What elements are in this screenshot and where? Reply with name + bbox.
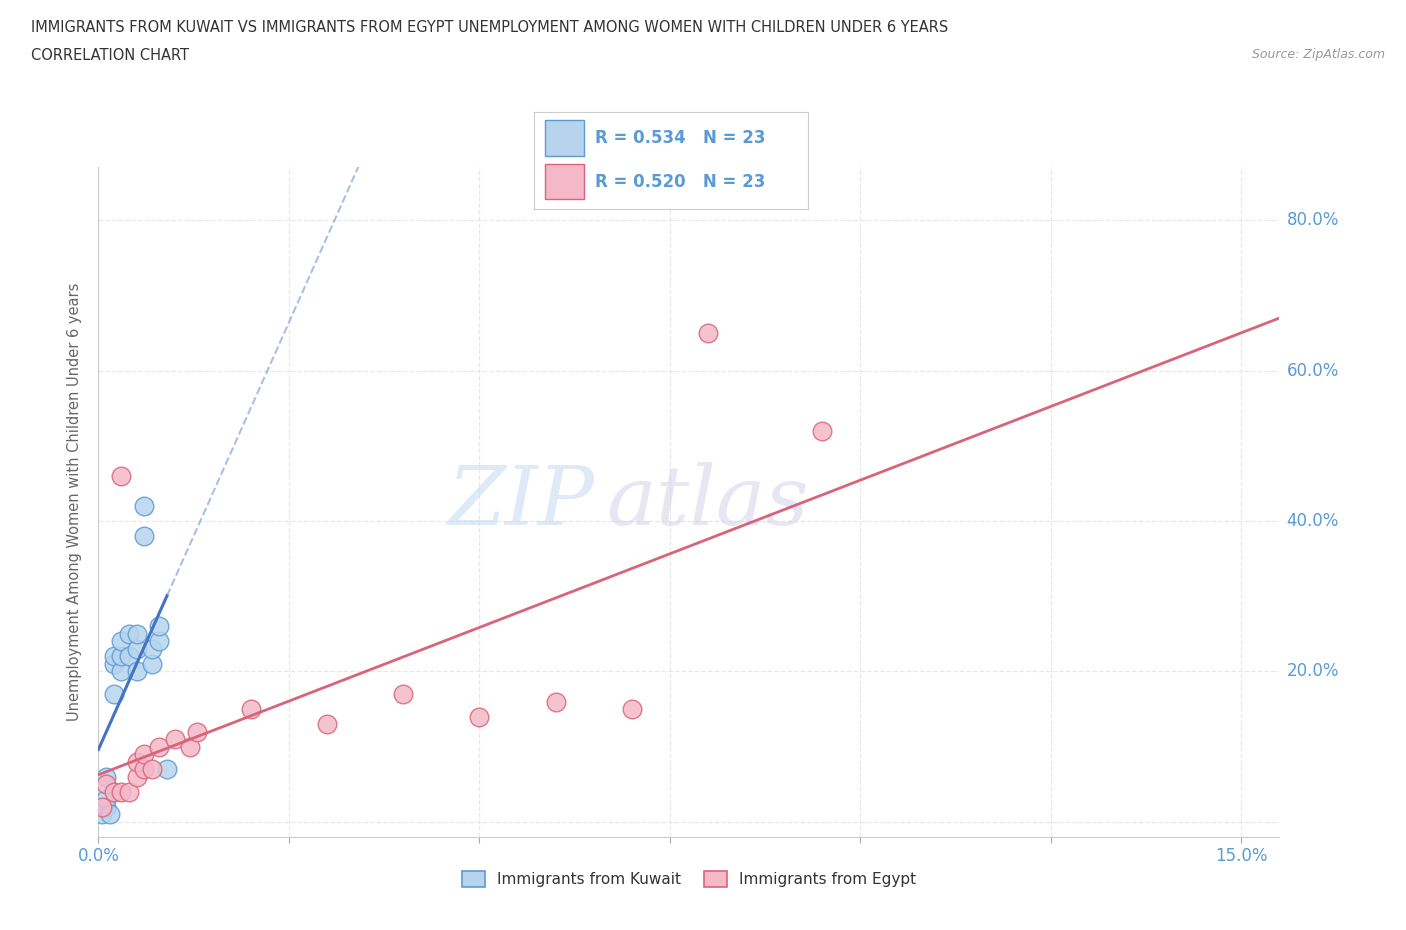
Point — [392, 686, 415, 701]
Point — [91, 800, 114, 815]
Point — [697, 326, 720, 340]
Point — [94, 800, 117, 815]
Text: R = 0.534   N = 23: R = 0.534 N = 23 — [595, 129, 765, 147]
FancyBboxPatch shape — [546, 120, 583, 155]
Point — [103, 649, 125, 664]
Point — [141, 657, 163, 671]
Point — [544, 694, 567, 709]
Point — [103, 686, 125, 701]
Point — [110, 469, 132, 484]
Text: ZIP: ZIP — [447, 462, 595, 542]
Point — [468, 710, 491, 724]
Point — [134, 747, 156, 762]
Text: R = 0.520   N = 23: R = 0.520 N = 23 — [595, 173, 765, 191]
Point — [148, 618, 170, 633]
Text: 60.0%: 60.0% — [1286, 362, 1339, 379]
Point — [118, 784, 141, 799]
Point — [110, 634, 132, 649]
Point — [134, 528, 156, 543]
Point — [94, 777, 117, 791]
Point — [141, 642, 163, 657]
Point — [118, 627, 141, 642]
Text: IMMIGRANTS FROM KUWAIT VS IMMIGRANTS FROM EGYPT UNEMPLOYMENT AMONG WOMEN WITH CH: IMMIGRANTS FROM KUWAIT VS IMMIGRANTS FRO… — [31, 20, 948, 35]
Point — [103, 657, 125, 671]
Point — [125, 627, 148, 642]
Point — [125, 754, 148, 769]
Point — [94, 792, 117, 807]
Text: 20.0%: 20.0% — [1286, 662, 1339, 681]
Text: atlas: atlas — [606, 462, 808, 542]
Point — [239, 701, 262, 716]
Text: Source: ZipAtlas.com: Source: ZipAtlas.com — [1251, 48, 1385, 61]
FancyBboxPatch shape — [546, 165, 583, 200]
Point — [148, 634, 170, 649]
Point — [316, 717, 339, 732]
Point — [125, 769, 148, 784]
Point — [110, 664, 132, 679]
Point — [125, 642, 148, 657]
Point — [811, 423, 834, 438]
Point — [186, 724, 208, 739]
Legend: Immigrants from Kuwait, Immigrants from Egypt: Immigrants from Kuwait, Immigrants from … — [456, 865, 922, 893]
Point — [103, 784, 125, 799]
Point — [141, 762, 163, 777]
Point — [134, 762, 156, 777]
Point — [620, 701, 643, 716]
Point — [134, 498, 156, 513]
Point — [91, 807, 114, 822]
Point — [110, 784, 132, 799]
Point — [94, 769, 117, 784]
Text: 80.0%: 80.0% — [1286, 211, 1339, 229]
Text: CORRELATION CHART: CORRELATION CHART — [31, 48, 188, 63]
Point — [98, 807, 121, 822]
Point — [179, 739, 201, 754]
Point — [163, 732, 186, 747]
Y-axis label: Unemployment Among Women with Children Under 6 years: Unemployment Among Women with Children U… — [67, 283, 83, 722]
Point — [110, 649, 132, 664]
Point — [148, 739, 170, 754]
Text: 40.0%: 40.0% — [1286, 512, 1339, 530]
Point — [125, 664, 148, 679]
Point — [118, 649, 141, 664]
Point — [156, 762, 179, 777]
